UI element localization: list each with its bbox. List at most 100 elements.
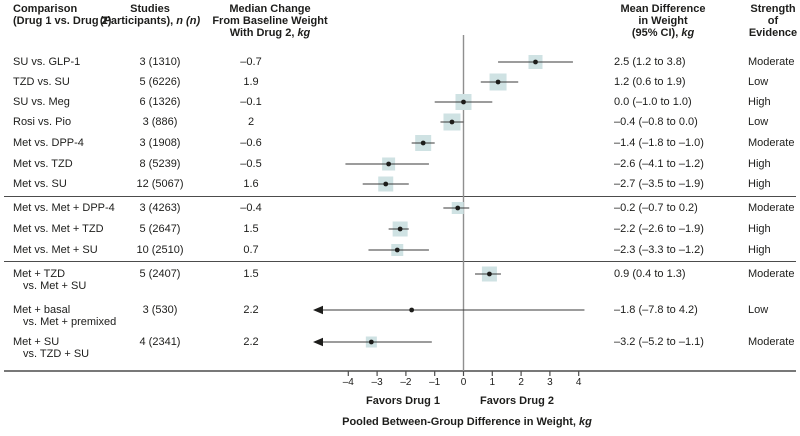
row-mean-difference-value: 1.2 (0.6 to 1.9) — [614, 75, 686, 88]
row-median-change-value: 1.9 — [243, 75, 259, 88]
row-median-change-value: –0.7 — [240, 55, 262, 68]
column-header-mean-difference: Mean Difference in Weight (95% CI), kg — [598, 3, 728, 39]
point-estimate-marker — [409, 307, 415, 313]
header-line: (95% CI), kg — [631, 27, 695, 39]
row-mean-difference-value: –2.6 (–4.1 to –1.2) — [614, 157, 704, 170]
column-header-comparison: Comparison (Drug 1 vs. Drug 2) — [13, 3, 111, 27]
header-line: Strength — [750, 3, 796, 15]
row-mean-difference-value: 0.9 (0.4 to 1.3) — [614, 267, 686, 280]
header-line: in Weight — [638, 15, 688, 27]
row-studies-value: 10 (2510) — [136, 243, 184, 256]
column-header-median-change: Median Change From Baseline Weight With … — [200, 3, 340, 39]
row-median-change-value: 0.7 — [243, 243, 259, 256]
row-strength-of-evidence-value: Moderate — [748, 267, 795, 280]
axis-tick-label: 0 — [460, 377, 467, 388]
row-comparison-label: Met vs. Met + DPP-4 — [13, 201, 115, 214]
header-line: With Drug 2, kg — [229, 27, 311, 39]
row-strength-of-evidence-value: Moderate — [748, 201, 795, 214]
row-median-change-value: –0.6 — [240, 136, 262, 149]
row-studies-value: 3 (530) — [142, 303, 178, 316]
point-estimate-marker — [383, 181, 389, 187]
x-axis-title: Pooled Between-Group Difference in Weigh… — [342, 416, 592, 428]
row-studies-value: 3 (1310) — [139, 55, 181, 68]
row-studies-value: 8 (5239) — [139, 157, 181, 170]
row-median-change-value: –0.4 — [240, 201, 262, 214]
row-strength-of-evidence-value: Moderate — [748, 335, 795, 348]
header-line: Median Change — [229, 3, 311, 15]
axis-tick-label: 4 — [575, 377, 582, 388]
row-median-change-value: 1.5 — [243, 222, 259, 235]
point-estimate-marker — [397, 226, 403, 232]
column-header-studies: Studies (Participants), n (n) — [88, 3, 212, 27]
point-estimate-marker — [461, 99, 466, 105]
row-comparison-label: Met vs. Met + TZD — [13, 222, 104, 235]
row-mean-difference-value: –3.2 (–5.2 to –1.1) — [614, 335, 704, 348]
row-strength-of-evidence-value: Moderate — [748, 55, 795, 68]
row-studies-value: 12 (5067) — [136, 177, 184, 190]
point-estimate-marker — [394, 247, 400, 253]
row-comparison-label-line2: vs. TZD + SU — [23, 347, 90, 360]
row-strength-of-evidence-value: Low — [748, 115, 769, 128]
row-comparison-label: Met + TZD — [13, 267, 66, 280]
row-studies-value: 4 (2341) — [139, 335, 181, 348]
row-comparison-label-line2: vs. Met + premixed — [23, 315, 117, 328]
header-line: Comparison — [13, 3, 78, 15]
row-mean-difference-value: –1.8 (–7.8 to 4.2) — [614, 303, 698, 316]
axis-tick-label: 2 — [518, 377, 524, 388]
row-median-change-value: 2 — [247, 115, 255, 128]
row-studies-value: 3 (886) — [142, 115, 178, 128]
axis-tick-label: –1 — [429, 377, 441, 388]
point-estimate-marker — [455, 205, 461, 211]
header-line: Studies — [130, 3, 170, 15]
axis-tick-label: –2 — [400, 377, 412, 388]
point-estimate-marker — [495, 79, 501, 85]
axis-tick-label: 1 — [489, 377, 496, 388]
row-mean-difference-value: –0.2 (–0.7 to 0.2) — [614, 201, 698, 214]
favors-drug2-label: Favors Drug 2 — [480, 395, 554, 407]
axis-tick-label: 3 — [547, 377, 553, 388]
row-studies-value: 3 (1908) — [139, 136, 181, 149]
row-mean-difference-value: 0.0 (–1.0 to 1.0) — [614, 95, 692, 108]
row-strength-of-evidence-value: High — [748, 157, 771, 170]
row-median-change-value: 2.2 — [243, 335, 259, 348]
header-line: Evidence — [748, 27, 798, 39]
row-median-change-value: 2.2 — [243, 303, 259, 316]
arrow-left-icon — [313, 337, 323, 347]
row-strength-of-evidence-value: High — [748, 95, 771, 108]
row-comparison-label: Met vs. TZD — [13, 157, 73, 170]
header-line: (Drug 1 vs. Drug 2) — [13, 15, 112, 27]
point-estimate-marker — [487, 271, 492, 277]
row-comparison-label: SU vs. GLP-1 — [13, 55, 81, 68]
favors-drug1-label: Favors Drug 1 — [366, 395, 440, 407]
row-strength-of-evidence-value: Low — [748, 75, 769, 88]
row-strength-of-evidence-value: Moderate — [748, 136, 795, 149]
row-studies-value: 5 (2407) — [139, 267, 181, 280]
row-median-change-value: 1.6 — [243, 177, 259, 190]
row-strength-of-evidence-value: High — [748, 243, 771, 256]
column-header-strength: Strength of Evidence — [733, 3, 800, 39]
point-estimate-marker — [386, 161, 392, 167]
row-comparison-label-line2: vs. Met + SU — [23, 279, 87, 292]
row-mean-difference-value: –2.2 (–2.6 to –1.9) — [614, 222, 704, 235]
row-comparison-label: Rosi vs. Pio — [13, 115, 72, 128]
row-strength-of-evidence-value: High — [748, 177, 771, 190]
row-comparison-label: Met + basal — [13, 303, 71, 316]
row-comparison-label: TZD vs. SU — [13, 75, 70, 88]
point-estimate-marker — [533, 59, 538, 65]
axis-tick-label: –3 — [371, 377, 383, 388]
header-line: Mean Difference — [620, 3, 706, 15]
row-median-change-value: –0.5 — [240, 157, 262, 170]
axis-tick-label: –4 — [342, 377, 354, 388]
header-line: of — [767, 15, 779, 27]
row-mean-difference-value: –2.3 (–3.3 to –1.2) — [614, 243, 704, 256]
row-comparison-label: Met + SU — [13, 335, 60, 348]
row-median-change-value: –0.1 — [240, 95, 262, 108]
header-line: (Participants), n (n) — [99, 15, 201, 27]
point-estimate-marker — [449, 119, 455, 125]
row-median-change-value: 1.5 — [243, 267, 259, 280]
row-mean-difference-value: –0.4 (–0.8 to 0.0) — [614, 115, 698, 128]
row-studies-value: 6 (1326) — [139, 95, 181, 108]
row-strength-of-evidence-value: Low — [748, 303, 769, 316]
row-studies-value: 5 (2647) — [139, 222, 181, 235]
